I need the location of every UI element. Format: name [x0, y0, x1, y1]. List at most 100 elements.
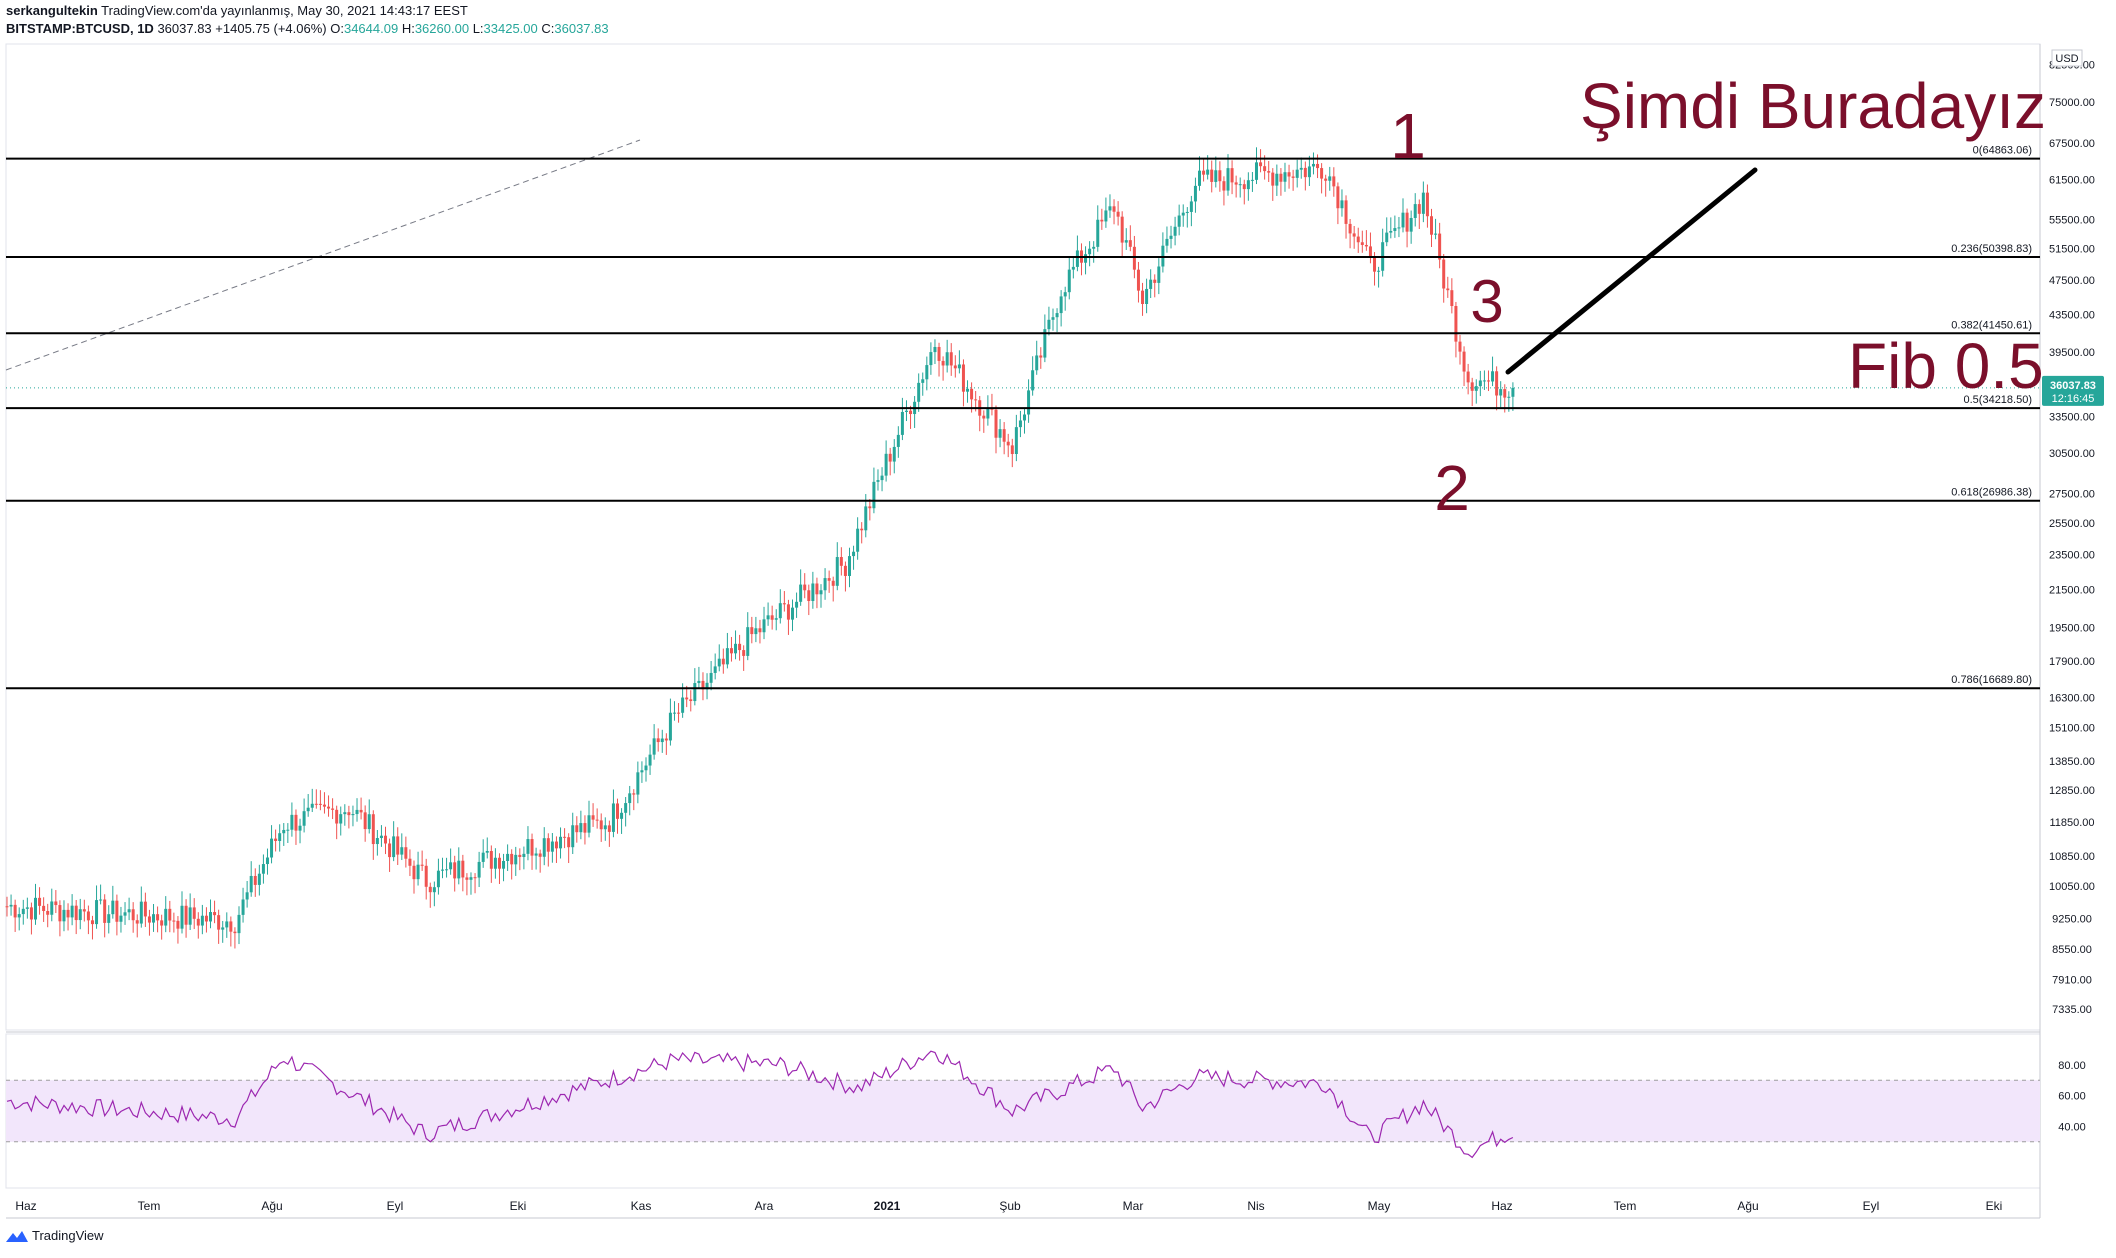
candle-body — [229, 921, 233, 932]
candle-body — [1104, 210, 1108, 222]
candle-body — [640, 770, 644, 773]
countdown-label: 12:16:45 — [2052, 393, 2095, 405]
symbol-label[interactable]: BITSTAMP:BTCUSD, 1D — [6, 21, 154, 36]
price-tick-label: 10050.00 — [2049, 881, 2095, 893]
candles — [5, 147, 1515, 949]
last-price-badge — [2042, 375, 2104, 406]
candle-body — [493, 857, 497, 869]
time-tick-label: May — [1368, 1199, 1391, 1213]
candle-body — [1055, 313, 1059, 318]
time-tick-label: Eki — [510, 1199, 527, 1213]
candle-body — [1202, 170, 1206, 175]
publish-line: serkangultekin TradingView.com'da yayınl… — [6, 2, 1406, 20]
candle-body — [1006, 441, 1010, 446]
candle-body — [1446, 288, 1450, 291]
time-tick-label: Nis — [1247, 1199, 1264, 1213]
candle-body — [970, 388, 974, 400]
candle-body — [904, 410, 908, 412]
candle-body — [831, 580, 835, 586]
candle-body — [424, 865, 428, 887]
candle-body — [103, 899, 107, 923]
candle-body — [746, 627, 750, 656]
candle-body — [534, 853, 538, 856]
candle-body — [1348, 223, 1352, 234]
candle-body — [917, 382, 921, 402]
price-tick-label: 27500.00 — [2049, 488, 2095, 500]
candle-body — [579, 823, 583, 833]
low-label: L: — [472, 21, 484, 36]
candle-body — [510, 853, 514, 865]
candle-body — [1112, 206, 1116, 212]
tradingview-logo-icon[interactable] — [6, 1229, 28, 1243]
price-tick-label: 25500.00 — [2049, 518, 2095, 530]
candle-body — [888, 453, 892, 462]
candle-body — [660, 738, 664, 743]
candle-body — [1141, 290, 1145, 304]
candle-body — [123, 912, 127, 916]
candle-body — [1287, 172, 1291, 177]
candle-body — [823, 578, 827, 591]
candle-body — [1059, 296, 1063, 314]
candle-body — [620, 812, 624, 819]
candle-body — [1023, 414, 1026, 421]
last-price: 36037.83 — [157, 21, 212, 36]
candle-body — [1063, 292, 1067, 297]
brand-name[interactable]: TradingView — [32, 1228, 104, 1243]
price-tick-label: 75000.00 — [2049, 97, 2095, 109]
candle-body — [209, 912, 212, 922]
candle-body — [1250, 179, 1254, 181]
candle-body — [9, 904, 13, 907]
candle-body — [294, 814, 298, 831]
chart-header: serkangultekin TradingView.com'da yayınl… — [6, 2, 1406, 38]
candle-body — [933, 346, 937, 353]
candle-body — [697, 680, 701, 684]
candle-body — [477, 861, 481, 878]
candle-body — [432, 887, 436, 893]
candle-body — [1124, 240, 1128, 243]
candle-body — [457, 860, 461, 879]
candle-body — [929, 352, 933, 366]
candle-body — [29, 907, 33, 920]
candle-body — [257, 873, 261, 885]
candle-body — [770, 615, 774, 620]
candle-body — [1092, 246, 1096, 249]
candle-body — [1324, 178, 1328, 181]
candle-body — [530, 839, 534, 856]
candle-body — [693, 683, 697, 702]
candle-body — [542, 838, 546, 857]
candle-body — [74, 905, 78, 921]
candle-body — [99, 899, 103, 901]
candle-body — [1100, 219, 1104, 222]
candle-body — [1185, 211, 1189, 213]
candle-body — [644, 765, 648, 771]
price-tick-label: 13850.00 — [2049, 756, 2095, 768]
candle-body — [1071, 266, 1075, 270]
candle-body — [685, 697, 689, 700]
price-tick-label: 23500.00 — [2049, 550, 2095, 562]
candle-body — [1397, 227, 1401, 229]
close-value: 36037.83 — [554, 21, 609, 36]
candle-body — [241, 899, 245, 915]
candle-body — [1193, 185, 1197, 202]
candle-body — [1511, 387, 1515, 397]
candle-body — [864, 506, 868, 531]
candle-body — [681, 697, 685, 713]
candle-body — [274, 838, 278, 841]
candle-body — [290, 814, 294, 830]
candle-body — [335, 809, 339, 824]
candle-body — [994, 409, 998, 438]
rsi-indicator: 80.00 60.00 40.00 — [6, 1050, 2086, 1159]
candle-body — [497, 857, 501, 869]
candle-body — [1222, 181, 1226, 191]
candle-body — [400, 847, 404, 855]
candle-body — [127, 909, 131, 913]
candle-body — [420, 864, 424, 866]
candle-body — [1438, 233, 1442, 260]
candle-body — [1173, 226, 1177, 236]
author-name[interactable]: serkangultekin — [6, 3, 98, 18]
candle-body — [734, 643, 738, 654]
candle-body — [778, 603, 782, 619]
candle-body — [982, 415, 986, 419]
candle-body — [1303, 167, 1307, 178]
